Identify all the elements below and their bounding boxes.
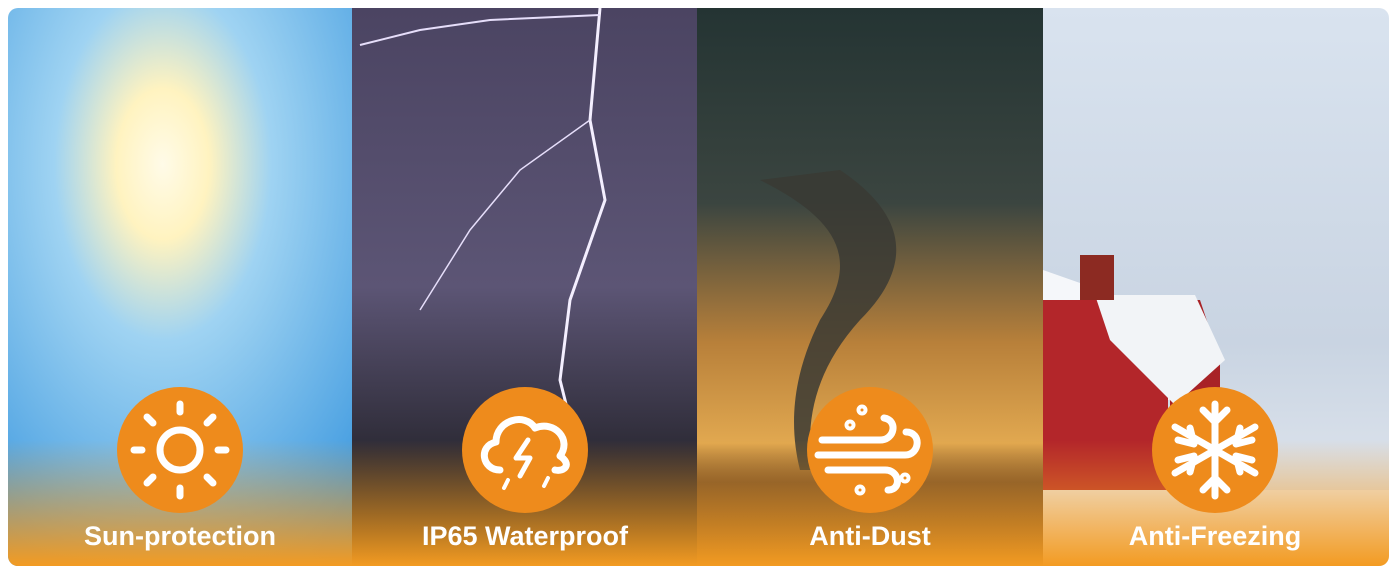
page: Sun-protection IP65 Waterproof Anti-Dust… [0, 0, 1394, 571]
feature-banner: Sun-protection IP65 Waterproof Anti-Dust… [0, 0, 1394, 571]
icon-badge [462, 387, 588, 513]
feature-label: Anti-Dust [809, 521, 930, 551]
chimney [1080, 255, 1114, 300]
feature-label: Sun-protection [84, 521, 276, 551]
feature-label: Anti-Freezing [1129, 521, 1302, 551]
feature-label: IP65 Waterproof [422, 521, 629, 551]
